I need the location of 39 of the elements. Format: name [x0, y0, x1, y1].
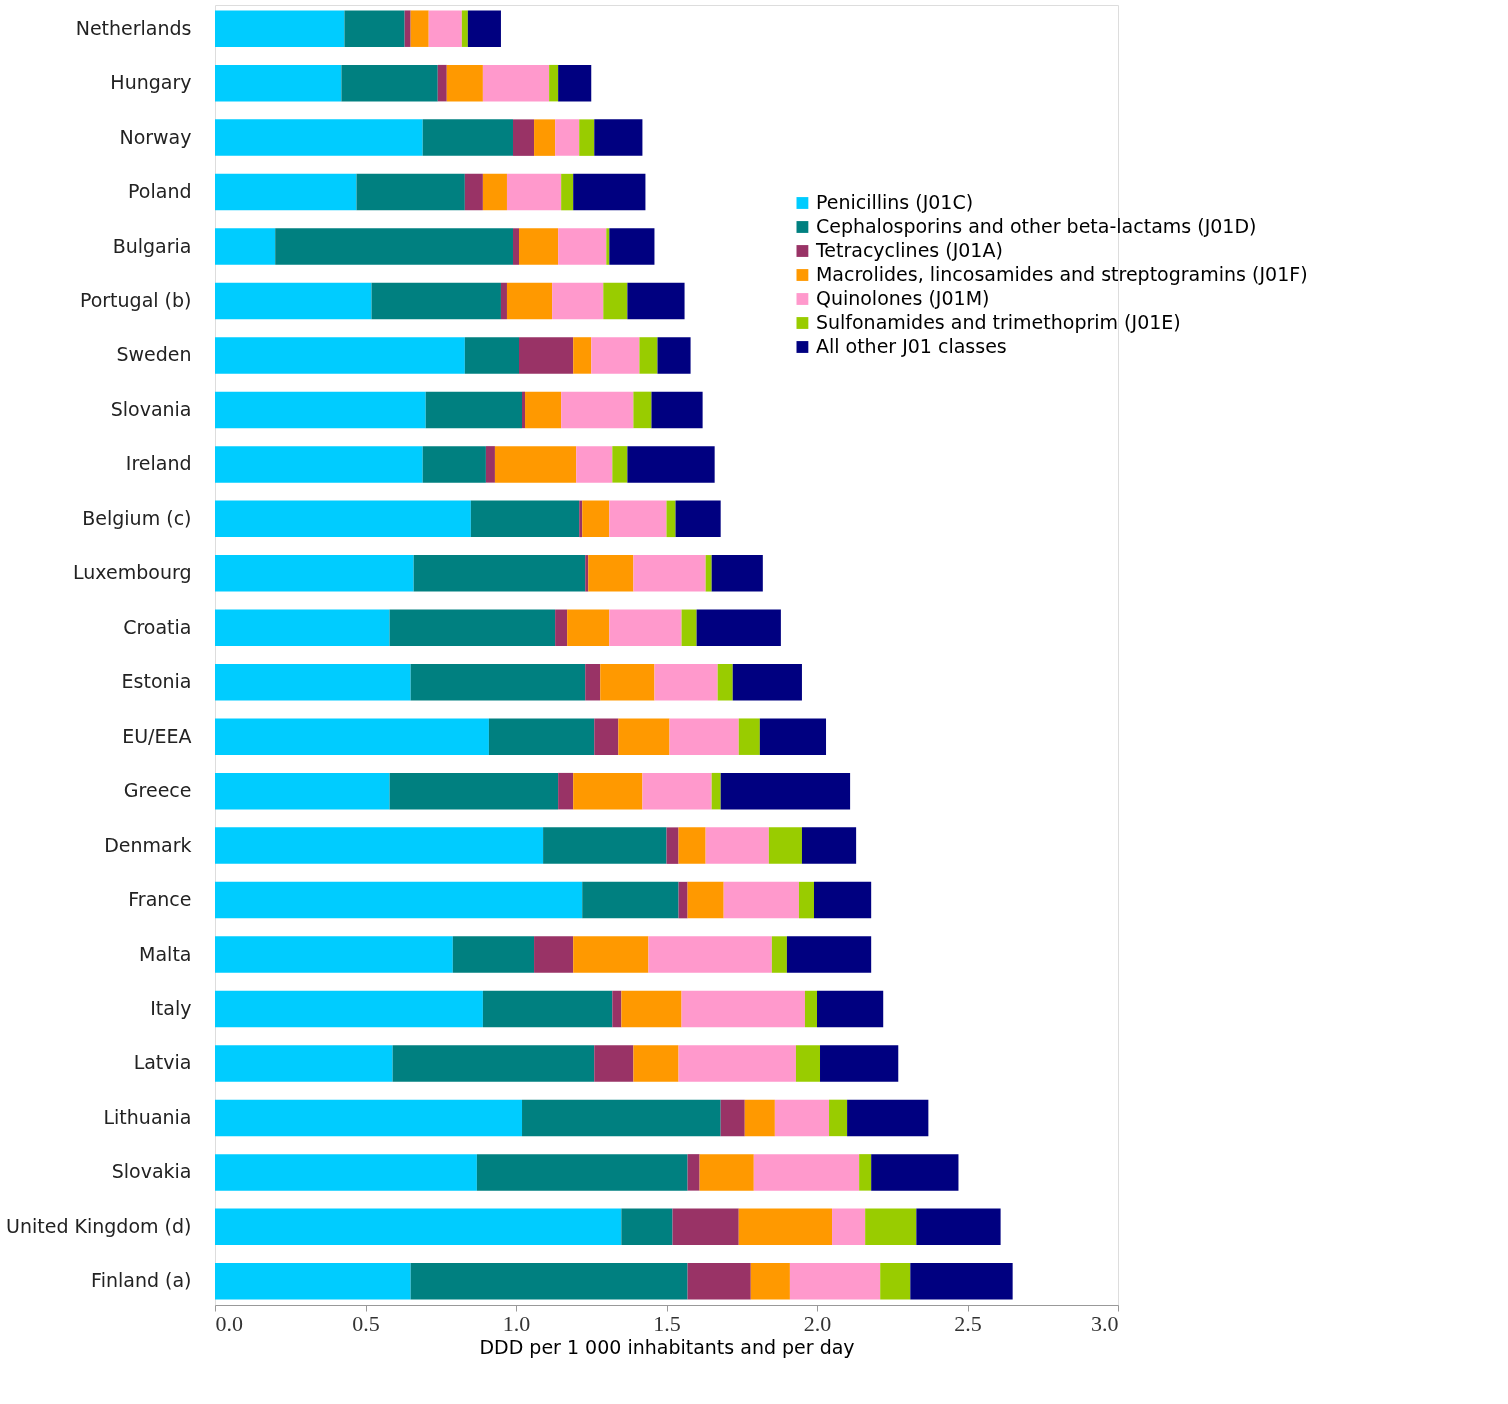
y-tick-label: United Kingdom (d) — [6, 1214, 192, 1237]
y-tick-label: Slovakia — [111, 1160, 192, 1183]
x-axis-title: DDD per 1 000 inhabitants and per day — [479, 1335, 855, 1358]
y-tick-label: Sweden — [116, 343, 192, 366]
legend-label: Sulfonamides and trimethoprim (J01E) — [815, 311, 1181, 333]
y-tick-label: Luxembourg — [73, 561, 192, 584]
legend-label: Cephalosporins and other beta-lactams (J01D) — [815, 215, 1257, 237]
y-tick-label: Ireland — [125, 452, 192, 475]
y-tick-label: Poland — [128, 180, 192, 203]
y-tick-label: EU/EEA — [122, 724, 192, 747]
y-tick-label: Lithuania — [103, 1105, 192, 1128]
legend-label: All other J01 classes — [815, 335, 1007, 357]
legend-label: Quinolones (J01M) — [815, 287, 990, 309]
y-tick-label: Croatia — [123, 615, 192, 638]
x-tick-label: 2.0 — [803, 1310, 832, 1336]
y-tick-label: Malta — [139, 942, 192, 965]
y-tick-label: Netherlands — [75, 16, 192, 39]
x-tick-label: 0.0 — [215, 1310, 243, 1336]
y-tick-label: France — [128, 888, 192, 911]
legend-label: Tetracyclines (J01A) — [814, 239, 1003, 261]
x-tick-label: 3.0 — [1091, 1310, 1119, 1336]
legend-label: Macrolides, lincosamides and streptogramins (J01F) — [815, 263, 1308, 285]
x-tick-label: 0.5 — [352, 1310, 380, 1336]
x-tick-label: 2.5 — [954, 1310, 982, 1336]
y-tick-label: Italy — [150, 997, 192, 1019]
y-tick-label: Portugal (b) — [79, 289, 192, 311]
y-tick-label: Bulgaria — [112, 234, 192, 257]
y-tick-label: Finland (a) — [91, 1269, 192, 1292]
y-tick-label: Latvia — [133, 1051, 192, 1074]
y-tick-label: Estonia — [121, 670, 192, 693]
y-tick-label: Norway — [119, 125, 192, 148]
y-tick-label: Belgium (c) — [82, 506, 192, 529]
y-tick-label: Slovania — [110, 397, 192, 420]
legend-label: Penicillins (J01C) — [815, 191, 974, 213]
x-tick-label: 1.5 — [653, 1310, 681, 1336]
y-tick-label: Greece — [123, 779, 192, 802]
y-tick-label: Hungary — [110, 71, 192, 94]
y-tick-label: Denmark — [104, 833, 192, 856]
x-tick-label: 1.0 — [502, 1310, 531, 1336]
